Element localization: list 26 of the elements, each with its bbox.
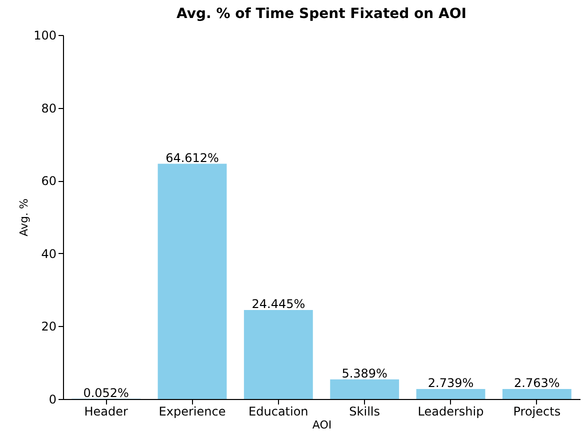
- y-tick-label: 0: [48, 392, 56, 406]
- y-tick-label: 60: [41, 174, 56, 188]
- x-axis-title: AOI: [312, 418, 332, 432]
- y-tick-label: 20: [41, 320, 56, 334]
- data-label: 2.763%: [514, 376, 560, 390]
- bar: [330, 379, 400, 399]
- chart-title: Avg. % of Time Spent Fixated on AOI: [176, 6, 466, 22]
- data-label: 2.739%: [428, 376, 474, 390]
- y-tick-label: 40: [41, 246, 56, 261]
- data-label: 5.389%: [342, 366, 388, 380]
- y-tick-label: 80: [41, 101, 56, 116]
- x-tick-label: Leadership: [418, 404, 484, 418]
- x-tick-label: Education: [248, 404, 308, 418]
- y-tick-label: 100: [34, 28, 56, 42]
- x-tick-label: Experience: [158, 404, 226, 418]
- data-label: 64.612%: [166, 150, 219, 165]
- bar: [244, 310, 313, 399]
- x-tick-label: Header: [84, 404, 128, 418]
- bar: [158, 164, 227, 399]
- data-label: 24.445%: [252, 297, 306, 312]
- bar: [416, 389, 486, 399]
- y-axis-title: Avg. %: [18, 198, 31, 236]
- data-label: 0.052%: [83, 386, 129, 400]
- x-tick-label: Skills: [349, 404, 380, 418]
- bar: [502, 388, 572, 399]
- x-tick-label: Projects: [513, 404, 561, 418]
